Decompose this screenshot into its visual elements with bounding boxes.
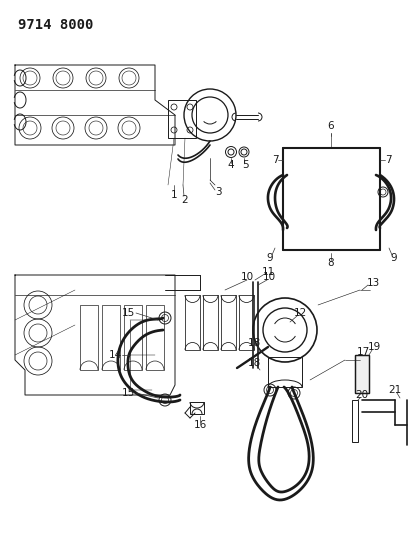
Bar [352, 400, 358, 442]
Text: 15: 15 [122, 388, 135, 398]
Text: 7: 7 [272, 155, 278, 165]
Text: 11: 11 [261, 267, 275, 277]
Text: 5: 5 [242, 160, 248, 170]
Text: 19: 19 [367, 342, 381, 352]
Text: 10: 10 [263, 272, 275, 282]
Bar [239, 295, 254, 350]
Bar [190, 402, 204, 414]
Text: 15: 15 [122, 308, 135, 318]
Text: 9714 8000: 9714 8000 [18, 18, 93, 32]
Text: 2: 2 [182, 195, 188, 205]
Bar [124, 305, 142, 370]
Text: 6: 6 [328, 121, 334, 131]
Bar [185, 295, 200, 350]
Bar [80, 305, 98, 370]
Text: 20: 20 [356, 390, 369, 400]
Text: 18: 18 [247, 338, 261, 348]
Text: 18: 18 [247, 358, 261, 368]
Bar [203, 295, 218, 350]
Text: 9: 9 [267, 253, 273, 263]
Text: 8: 8 [328, 258, 334, 268]
Bar [355, 355, 369, 393]
Text: 9: 9 [391, 253, 397, 263]
Text: 16: 16 [193, 420, 207, 430]
Bar [268, 357, 302, 387]
Text: 10: 10 [240, 272, 254, 282]
Bar [221, 295, 236, 350]
Text: 1: 1 [171, 190, 177, 200]
Bar [102, 305, 120, 370]
Bar [355, 355, 369, 393]
Bar [168, 100, 196, 138]
Bar [146, 305, 164, 370]
Text: 3: 3 [215, 187, 221, 197]
Text: 13: 13 [366, 278, 380, 288]
Text: 14: 14 [109, 350, 122, 360]
Text: 21: 21 [388, 385, 402, 395]
Text: 4: 4 [228, 160, 234, 170]
Text: 7: 7 [385, 155, 391, 165]
Text: 12: 12 [293, 308, 307, 318]
Text: 17: 17 [356, 347, 369, 357]
